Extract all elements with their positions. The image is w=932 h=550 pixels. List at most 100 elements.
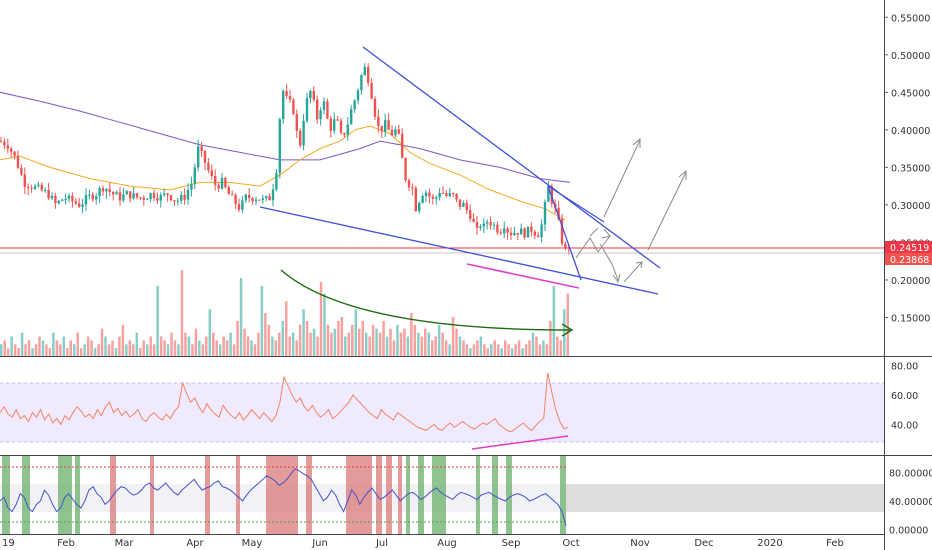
candle-body bbox=[16, 155, 20, 168]
volume-bar bbox=[152, 344, 156, 356]
candle-body bbox=[557, 207, 560, 219]
volume-bar bbox=[364, 332, 368, 356]
candle-body bbox=[540, 224, 543, 238]
price-tick-label: 0.55000 bbox=[891, 13, 930, 24]
stoch-zone bbox=[432, 456, 446, 534]
candle-body bbox=[98, 188, 101, 197]
candle-body bbox=[302, 120, 305, 146]
x-tick-label: Jul bbox=[375, 538, 388, 549]
candle-body bbox=[210, 170, 213, 176]
candle-body bbox=[129, 191, 132, 199]
volume-bar bbox=[545, 344, 549, 356]
candle-body bbox=[513, 233, 516, 236]
candle-body bbox=[305, 98, 309, 121]
candle-body bbox=[265, 196, 268, 199]
volume-bar bbox=[6, 348, 10, 356]
candle-body bbox=[322, 101, 326, 111]
volume-bar bbox=[476, 340, 479, 356]
volume-bar bbox=[142, 340, 145, 356]
x-tick-label: Feb bbox=[57, 538, 75, 549]
candle-body bbox=[356, 90, 360, 101]
price-candles bbox=[0, 63, 570, 255]
x-tick-label: May bbox=[242, 538, 263, 549]
volume-bar bbox=[229, 332, 232, 356]
volume-bar bbox=[10, 336, 13, 356]
candle-body bbox=[346, 124, 349, 135]
candle-body bbox=[101, 188, 105, 192]
stoch-zone bbox=[75, 456, 80, 534]
volume-bar bbox=[337, 320, 340, 356]
volume-bar bbox=[479, 336, 483, 356]
x-tick-label: Sep bbox=[502, 538, 521, 549]
volume-bar bbox=[250, 340, 253, 356]
upper-wedge-line bbox=[362, 46, 661, 269]
candle-body bbox=[363, 66, 366, 76]
volume-bar bbox=[319, 281, 323, 356]
projection-arrows bbox=[575, 137, 687, 284]
candle-body bbox=[159, 194, 162, 201]
candle-body bbox=[445, 193, 448, 196]
candle-body bbox=[523, 228, 526, 238]
x-tick-label: Apr bbox=[186, 538, 204, 549]
volume-bar bbox=[27, 340, 31, 356]
moving-averages bbox=[0, 91, 571, 221]
candle-body bbox=[227, 187, 230, 195]
candle-body bbox=[169, 195, 173, 201]
volume-bar bbox=[420, 336, 424, 356]
candle-body bbox=[271, 189, 275, 201]
volume-bar bbox=[139, 348, 142, 356]
volume-bar bbox=[483, 344, 486, 356]
volume-bar bbox=[45, 344, 48, 356]
volume-bar bbox=[170, 332, 173, 356]
volume-bar bbox=[271, 336, 274, 356]
price-tick-label: 0.40000 bbox=[891, 126, 930, 137]
candle-body bbox=[47, 189, 50, 199]
volume-bar bbox=[38, 336, 41, 356]
volume-bar bbox=[222, 336, 225, 356]
volume-bar bbox=[330, 332, 333, 356]
stoch-zone bbox=[150, 456, 154, 534]
volume-bar bbox=[55, 340, 59, 356]
candle-body bbox=[142, 197, 145, 200]
volume-bar bbox=[69, 340, 72, 356]
candle-body bbox=[292, 99, 295, 115]
candle-body bbox=[254, 199, 258, 202]
candle-body bbox=[520, 228, 523, 235]
candle-body bbox=[370, 82, 373, 99]
volume-bar bbox=[305, 320, 309, 356]
stoch-zone bbox=[418, 456, 424, 534]
candle-body bbox=[61, 199, 64, 201]
volume-bar bbox=[524, 344, 528, 356]
candle-body bbox=[149, 193, 152, 200]
candle-body bbox=[278, 119, 281, 174]
candle-body bbox=[326, 101, 329, 119]
candle-body bbox=[343, 132, 346, 135]
candle-body bbox=[380, 126, 383, 132]
candle-body bbox=[530, 226, 533, 232]
candle-body bbox=[431, 196, 434, 199]
candle-body bbox=[309, 90, 312, 99]
candle-body bbox=[465, 202, 468, 211]
candle-body bbox=[394, 129, 397, 136]
candle-body bbox=[438, 192, 441, 198]
candle-body bbox=[180, 195, 183, 201]
volume-bar bbox=[212, 332, 215, 356]
candle-body bbox=[234, 194, 237, 205]
candle-body bbox=[411, 187, 414, 189]
candle-body bbox=[78, 203, 81, 207]
volume-bar bbox=[458, 336, 462, 356]
volume-bar bbox=[72, 344, 76, 356]
volume-bar bbox=[163, 340, 166, 356]
x-tick-label: Oct bbox=[562, 538, 579, 549]
candle-body bbox=[74, 201, 77, 204]
candle-body bbox=[475, 221, 479, 228]
candle-body bbox=[193, 167, 196, 184]
candle-body bbox=[275, 173, 278, 190]
volume-bar bbox=[455, 328, 458, 356]
candle-body bbox=[0, 141, 3, 143]
volume-decline-arc bbox=[280, 269, 571, 331]
volume-bar bbox=[118, 336, 121, 356]
candle-body bbox=[377, 116, 380, 127]
candle-body bbox=[105, 188, 108, 192]
